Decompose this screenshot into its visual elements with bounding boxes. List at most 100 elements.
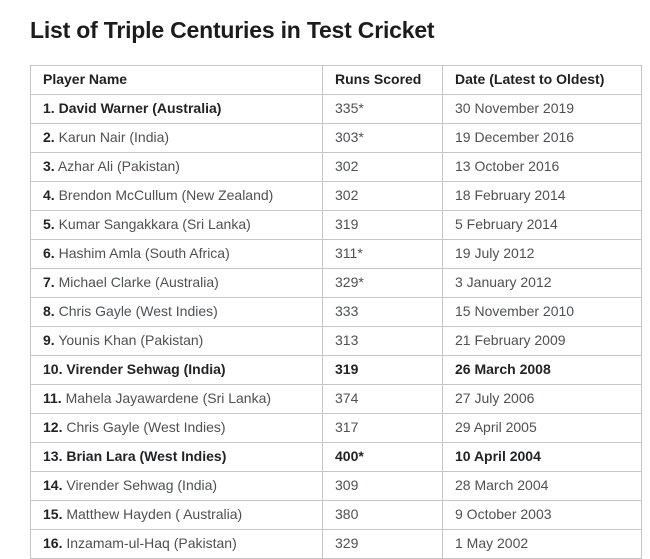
player-cell: 12. Chris Gayle (West Indies)	[30, 413, 323, 443]
runs-scored-cell: 313	[322, 326, 443, 356]
player-cell: 16. Inzamam-ul-Haq (Pakistan)	[30, 529, 323, 559]
date-cell: 27 July 2006	[442, 384, 642, 414]
player-rank: 8.	[43, 303, 55, 319]
table-row: 9. Younis Khan (Pakistan) 313 21 Februar…	[30, 326, 642, 356]
table-row: 2. Karun Nair (India) 303* 19 December 2…	[30, 123, 642, 153]
player-cell: 13. Brian Lara (West Indies)	[30, 442, 323, 472]
date-cell: 18 February 2014	[442, 181, 642, 211]
player-cell: 8. Chris Gayle (West Indies)	[30, 297, 323, 327]
date-cell: 19 July 2012	[442, 239, 642, 269]
runs-scored-cell: 329*	[322, 268, 443, 298]
date-cell: 15 November 2010	[442, 297, 642, 327]
date-cell: 28 March 2004	[442, 471, 642, 501]
table-row: 5. Kumar Sangakkara (Sri Lanka) 319 5 Fe…	[30, 210, 642, 240]
runs-scored-cell: 302	[322, 152, 443, 182]
date-cell: 9 October 2003	[442, 500, 642, 530]
player-cell: 2. Karun Nair (India)	[30, 123, 323, 153]
player-cell: 4. Brendon McCullum (New Zealand)	[30, 181, 323, 211]
date-cell: 13 October 2016	[442, 152, 642, 182]
player-name: Chris Gayle (West Indies)	[58, 303, 218, 319]
date-cell: 1 May 2002	[442, 529, 642, 559]
player-name: Matthew Hayden ( Australia)	[66, 506, 243, 522]
player-name: Younis Khan (Pakistan)	[58, 332, 204, 348]
runs-scored-cell: 335*	[322, 94, 443, 124]
player-cell: 10. Virender Sehwag (India)	[30, 355, 323, 385]
player-name: Azhar Ali (Pakistan)	[57, 158, 180, 174]
player-name: Inzamam-ul-Haq (Pakistan)	[66, 535, 237, 551]
player-rank: 9.	[43, 332, 55, 348]
player-rank: 4.	[43, 187, 55, 203]
player-cell: 6. Hashim Amla (South Africa)	[30, 239, 323, 269]
column-header-runs-scored: Runs Scored	[322, 65, 443, 95]
runs-scored-cell: 317	[322, 413, 443, 443]
table-row: 15. Matthew Hayden ( Australia) 380 9 Oc…	[30, 500, 642, 530]
runs-scored-cell: 319	[322, 355, 443, 385]
column-header-date: Date (Latest to Oldest)	[442, 65, 642, 95]
runs-scored-cell: 303*	[322, 123, 443, 153]
table-row: 4. Brendon McCullum (New Zealand) 302 18…	[30, 181, 642, 211]
player-cell: 14. Virender Sehwag (India)	[30, 471, 323, 501]
player-rank: 11.	[43, 390, 62, 406]
table-body: 1. David Warner (Australia) 335* 30 Nove…	[30, 94, 642, 559]
table-row: 16. Inzamam-ul-Haq (Pakistan) 329 1 May …	[30, 529, 642, 559]
table-row: 14. Virender Sehwag (India) 309 28 March…	[30, 471, 642, 501]
player-cell: 15. Matthew Hayden ( Australia)	[30, 500, 323, 530]
player-cell: 11. Mahela Jayawardene (Sri Lanka)	[30, 384, 323, 414]
player-rank: 10.	[43, 361, 63, 377]
player-cell: 1. David Warner (Australia)	[30, 94, 323, 124]
table-row: 12. Chris Gayle (West Indies) 317 29 Apr…	[30, 413, 642, 443]
player-rank: 3.	[43, 158, 55, 174]
player-rank: 5.	[43, 216, 55, 232]
player-name: Karun Nair (India)	[58, 129, 170, 145]
runs-scored-cell: 319	[322, 210, 443, 240]
player-name: Virender Sehwag (India)	[66, 361, 226, 377]
table-row: 7. Michael Clarke (Australia) 329* 3 Jan…	[30, 268, 642, 298]
table-row: 6. Hashim Amla (South Africa) 311* 19 Ju…	[30, 239, 642, 269]
table-header-row: Player Name Runs Scored Date (Latest to …	[30, 65, 642, 95]
table-row: 10. Virender Sehwag (India) 319 26 March…	[30, 355, 642, 385]
player-rank: 13.	[43, 448, 63, 464]
player-rank: 6.	[43, 245, 55, 261]
player-name: Virender Sehwag (India)	[66, 477, 218, 493]
table-row: 11. Mahela Jayawardene (Sri Lanka) 374 2…	[30, 384, 642, 414]
table-row: 13. Brian Lara (West Indies) 400* 10 Apr…	[30, 442, 642, 472]
table-row: 3. Azhar Ali (Pakistan) 302 13 October 2…	[30, 152, 642, 182]
date-cell: 3 January 2012	[442, 268, 642, 298]
triple-centuries-table: Player Name Runs Scored Date (Latest to …	[30, 65, 642, 559]
date-cell: 10 April 2004	[442, 442, 642, 472]
player-name: Hashim Amla (South Africa)	[58, 245, 230, 261]
player-cell: 7. Michael Clarke (Australia)	[30, 268, 323, 298]
runs-scored-cell: 309	[322, 471, 443, 501]
player-name: Chris Gayle (West Indies)	[66, 419, 226, 435]
player-cell: 9. Younis Khan (Pakistan)	[30, 326, 323, 356]
player-cell: 3. Azhar Ali (Pakistan)	[30, 152, 323, 182]
runs-scored-cell: 380	[322, 500, 443, 530]
player-rank: 15.	[43, 506, 63, 522]
table-row: 8. Chris Gayle (West Indies) 333 15 Nove…	[30, 297, 642, 327]
runs-scored-cell: 400*	[322, 442, 443, 472]
date-cell: 29 April 2005	[442, 413, 642, 443]
player-rank: 14.	[43, 477, 63, 493]
player-name: Michael Clarke (Australia)	[58, 274, 219, 290]
player-name: David Warner (Australia)	[58, 100, 222, 116]
runs-scored-cell: 374	[322, 384, 443, 414]
player-name: Kumar Sangakkara (Sri Lanka)	[58, 216, 251, 232]
player-rank: 1.	[43, 100, 55, 116]
player-name: Brian Lara (West Indies)	[66, 448, 227, 464]
date-cell: 26 March 2008	[442, 355, 642, 385]
runs-scored-cell: 302	[322, 181, 443, 211]
date-cell: 5 February 2014	[442, 210, 642, 240]
player-cell: 5. Kumar Sangakkara (Sri Lanka)	[30, 210, 323, 240]
player-rank: 2.	[43, 129, 55, 145]
runs-scored-cell: 333	[322, 297, 443, 327]
player-rank: 12.	[43, 419, 63, 435]
date-cell: 30 November 2019	[442, 94, 642, 124]
column-header-player-name: Player Name	[30, 65, 323, 95]
table-row: 1. David Warner (Australia) 335* 30 Nove…	[30, 94, 642, 124]
date-cell: 19 December 2016	[442, 123, 642, 153]
runs-scored-cell: 329	[322, 529, 443, 559]
player-name: Brendon McCullum (New Zealand)	[58, 187, 274, 203]
date-cell: 21 February 2009	[442, 326, 642, 356]
player-rank: 7.	[43, 274, 55, 290]
